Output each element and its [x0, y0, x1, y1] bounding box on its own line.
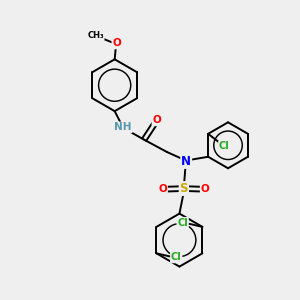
Text: O: O — [158, 184, 167, 194]
Text: O: O — [152, 115, 161, 125]
Text: S: S — [180, 182, 188, 195]
Text: CH₃: CH₃ — [87, 31, 104, 40]
Text: Cl: Cl — [219, 142, 230, 152]
Text: O: O — [201, 184, 209, 194]
Text: Cl: Cl — [177, 218, 188, 228]
Text: O: O — [112, 38, 121, 48]
Text: Cl: Cl — [171, 253, 182, 262]
Text: N: N — [181, 155, 191, 168]
Text: NH: NH — [114, 122, 132, 132]
